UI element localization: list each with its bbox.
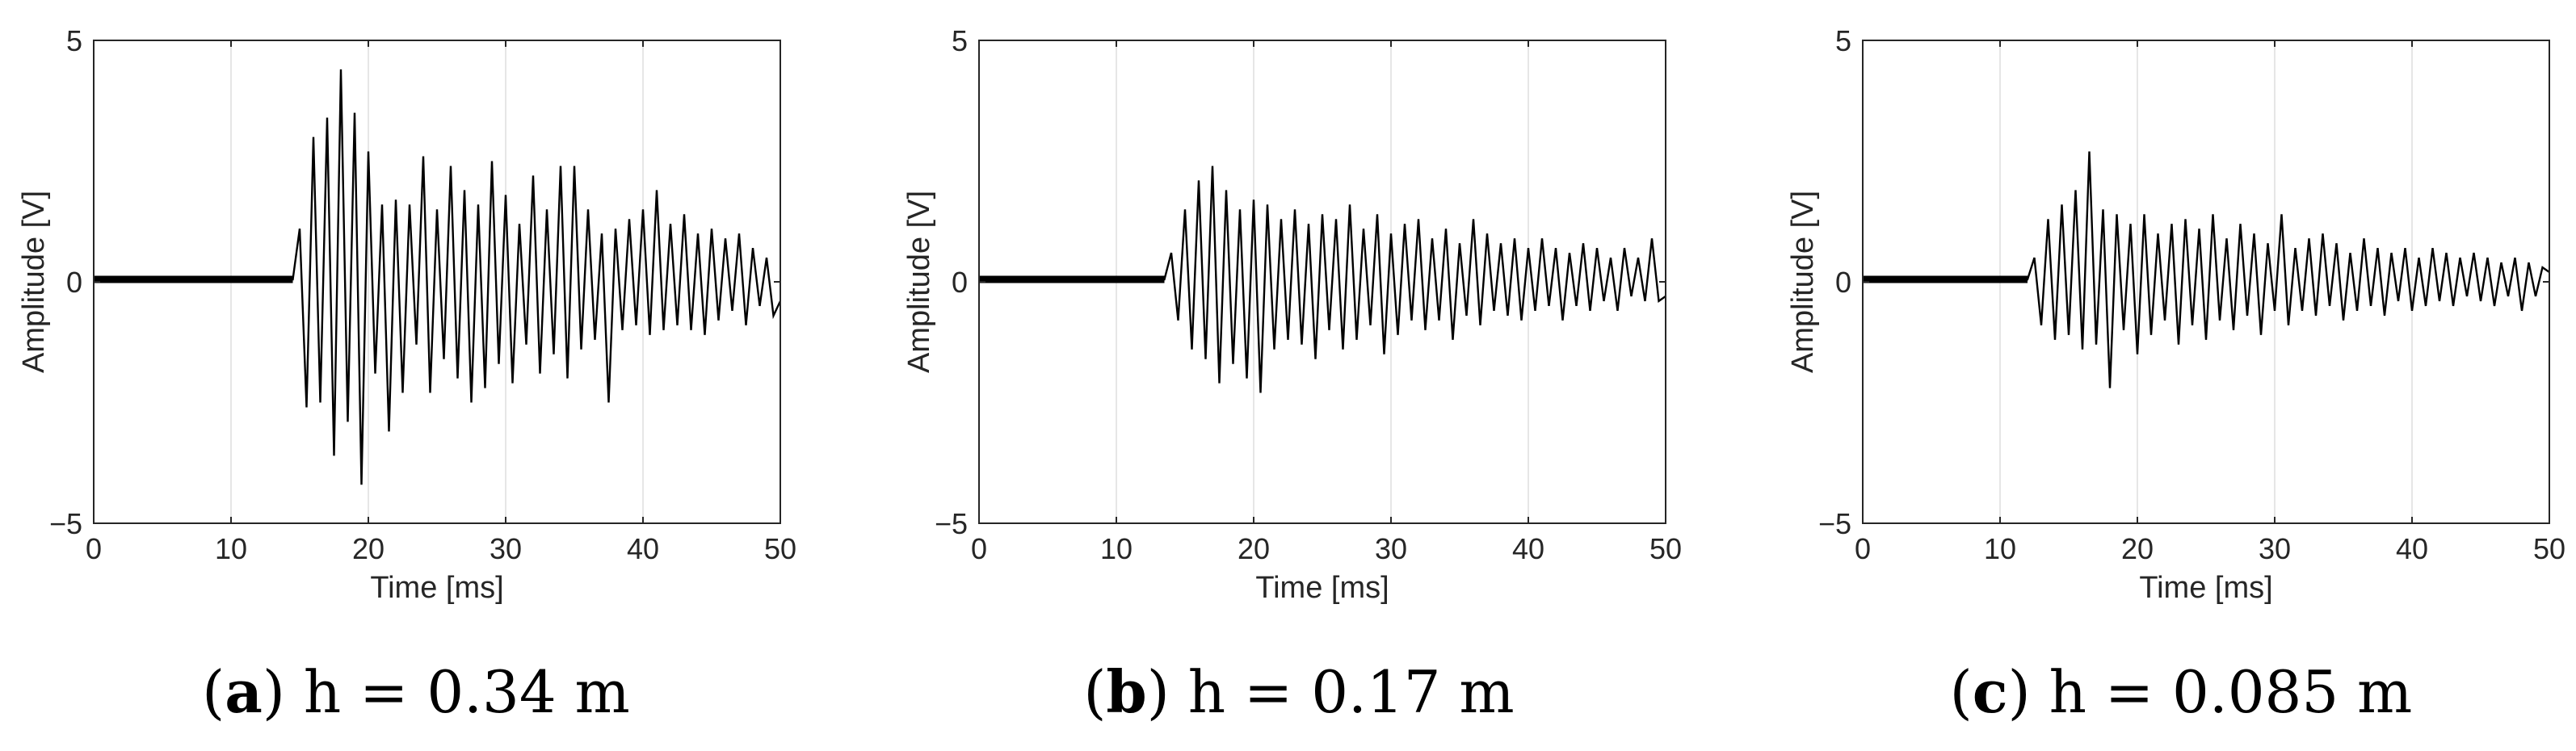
chart-0-x-tick-label-3: 30 xyxy=(490,532,522,565)
chart-2-caption-open-paren: ( xyxy=(1950,658,1973,726)
chart-1-x-axis-label: Time [ms] xyxy=(1255,571,1389,605)
chart-2-y-tick-label-1: 0 xyxy=(1835,266,1851,299)
chart-1-y-axis-label: Amplitude [V] xyxy=(902,191,936,373)
chart-0-x-tick-label-4: 40 xyxy=(627,532,659,565)
chart-1-y-tick-label-1: 0 xyxy=(952,266,968,299)
chart-1-caption-letter: b xyxy=(1106,657,1146,726)
chart-2-caption-close-paren: ) xyxy=(2008,658,2031,726)
chart-0-x-tick-label-5: 50 xyxy=(764,532,796,565)
chart-2-x-tick-label-1: 10 xyxy=(1984,532,2016,565)
chart-0-y-axis-label: Amplitude [V] xyxy=(17,191,51,373)
chart-0-y-tick-label-0: −5 xyxy=(49,507,82,540)
chart-2-x-tick-label-0: 0 xyxy=(1855,532,1871,565)
chart-1-y-tick-label-2: 5 xyxy=(952,24,968,57)
chart-0-caption: (a) h = 0.34 m xyxy=(202,657,630,726)
chart-2-y-axis-label: Amplitude [V] xyxy=(1786,191,1820,373)
chart-2-caption-text: h = 0.085 m xyxy=(2031,658,2413,726)
chart-1-caption-text: h = 0.17 m xyxy=(1170,658,1515,726)
chart-0-x-tick-label-0: 0 xyxy=(86,532,102,565)
chart-1-x-tick-label-5: 50 xyxy=(1649,532,1682,565)
chart-1-x-tick-label-1: 10 xyxy=(1100,532,1133,565)
chart-0-caption-close-paren: ) xyxy=(263,658,285,726)
chart-1-series-line xyxy=(979,166,1666,393)
chart-2-x-axis-label: Time [ms] xyxy=(2139,571,2272,605)
chart-2-y-tick-label-2: 5 xyxy=(1835,24,1851,57)
chart-2-series-line xyxy=(1863,151,2550,388)
chart-2-caption-letter: c xyxy=(1973,657,2008,726)
chart-0-caption-letter: a xyxy=(225,657,263,726)
chart-1-caption-close-paren: ) xyxy=(1147,658,1170,726)
chart-0-y-tick-label-2: 5 xyxy=(66,24,82,57)
chart-0-y-tick-label-1: 0 xyxy=(66,266,82,299)
chart-1-y-tick-label-0: −5 xyxy=(935,507,968,540)
chart-0-caption-open-paren: ( xyxy=(202,658,225,726)
chart-1-x-tick-label-3: 30 xyxy=(1375,532,1407,565)
chart-2-x-tick-label-2: 20 xyxy=(2121,532,2154,565)
chart-0-series-line xyxy=(94,69,782,485)
chart-0-x-tick-label-1: 10 xyxy=(215,532,247,565)
chart-1-caption: (b) h = 0.17 m xyxy=(1083,657,1514,726)
chart-0-x-tick-label-2: 20 xyxy=(352,532,385,565)
chart-1-x-tick-label-4: 40 xyxy=(1512,532,1544,565)
chart-1-x-tick-label-2: 20 xyxy=(1238,532,1270,565)
chart-0-caption-text: h = 0.34 m xyxy=(285,658,630,726)
chart-2-x-tick-label-3: 30 xyxy=(2259,532,2291,565)
chart-1-x-tick-label-0: 0 xyxy=(971,532,987,565)
chart-2-caption: (c) h = 0.085 m xyxy=(1950,657,2413,726)
chart-1-caption-open-paren: ( xyxy=(1083,658,1106,726)
chart-0-x-axis-label: Time [ms] xyxy=(370,571,503,605)
chart-2-x-tick-label-5: 50 xyxy=(2533,532,2565,565)
chart-2-x-tick-label-4: 40 xyxy=(2396,532,2428,565)
chart-2-y-tick-label-0: −5 xyxy=(1818,507,1851,540)
